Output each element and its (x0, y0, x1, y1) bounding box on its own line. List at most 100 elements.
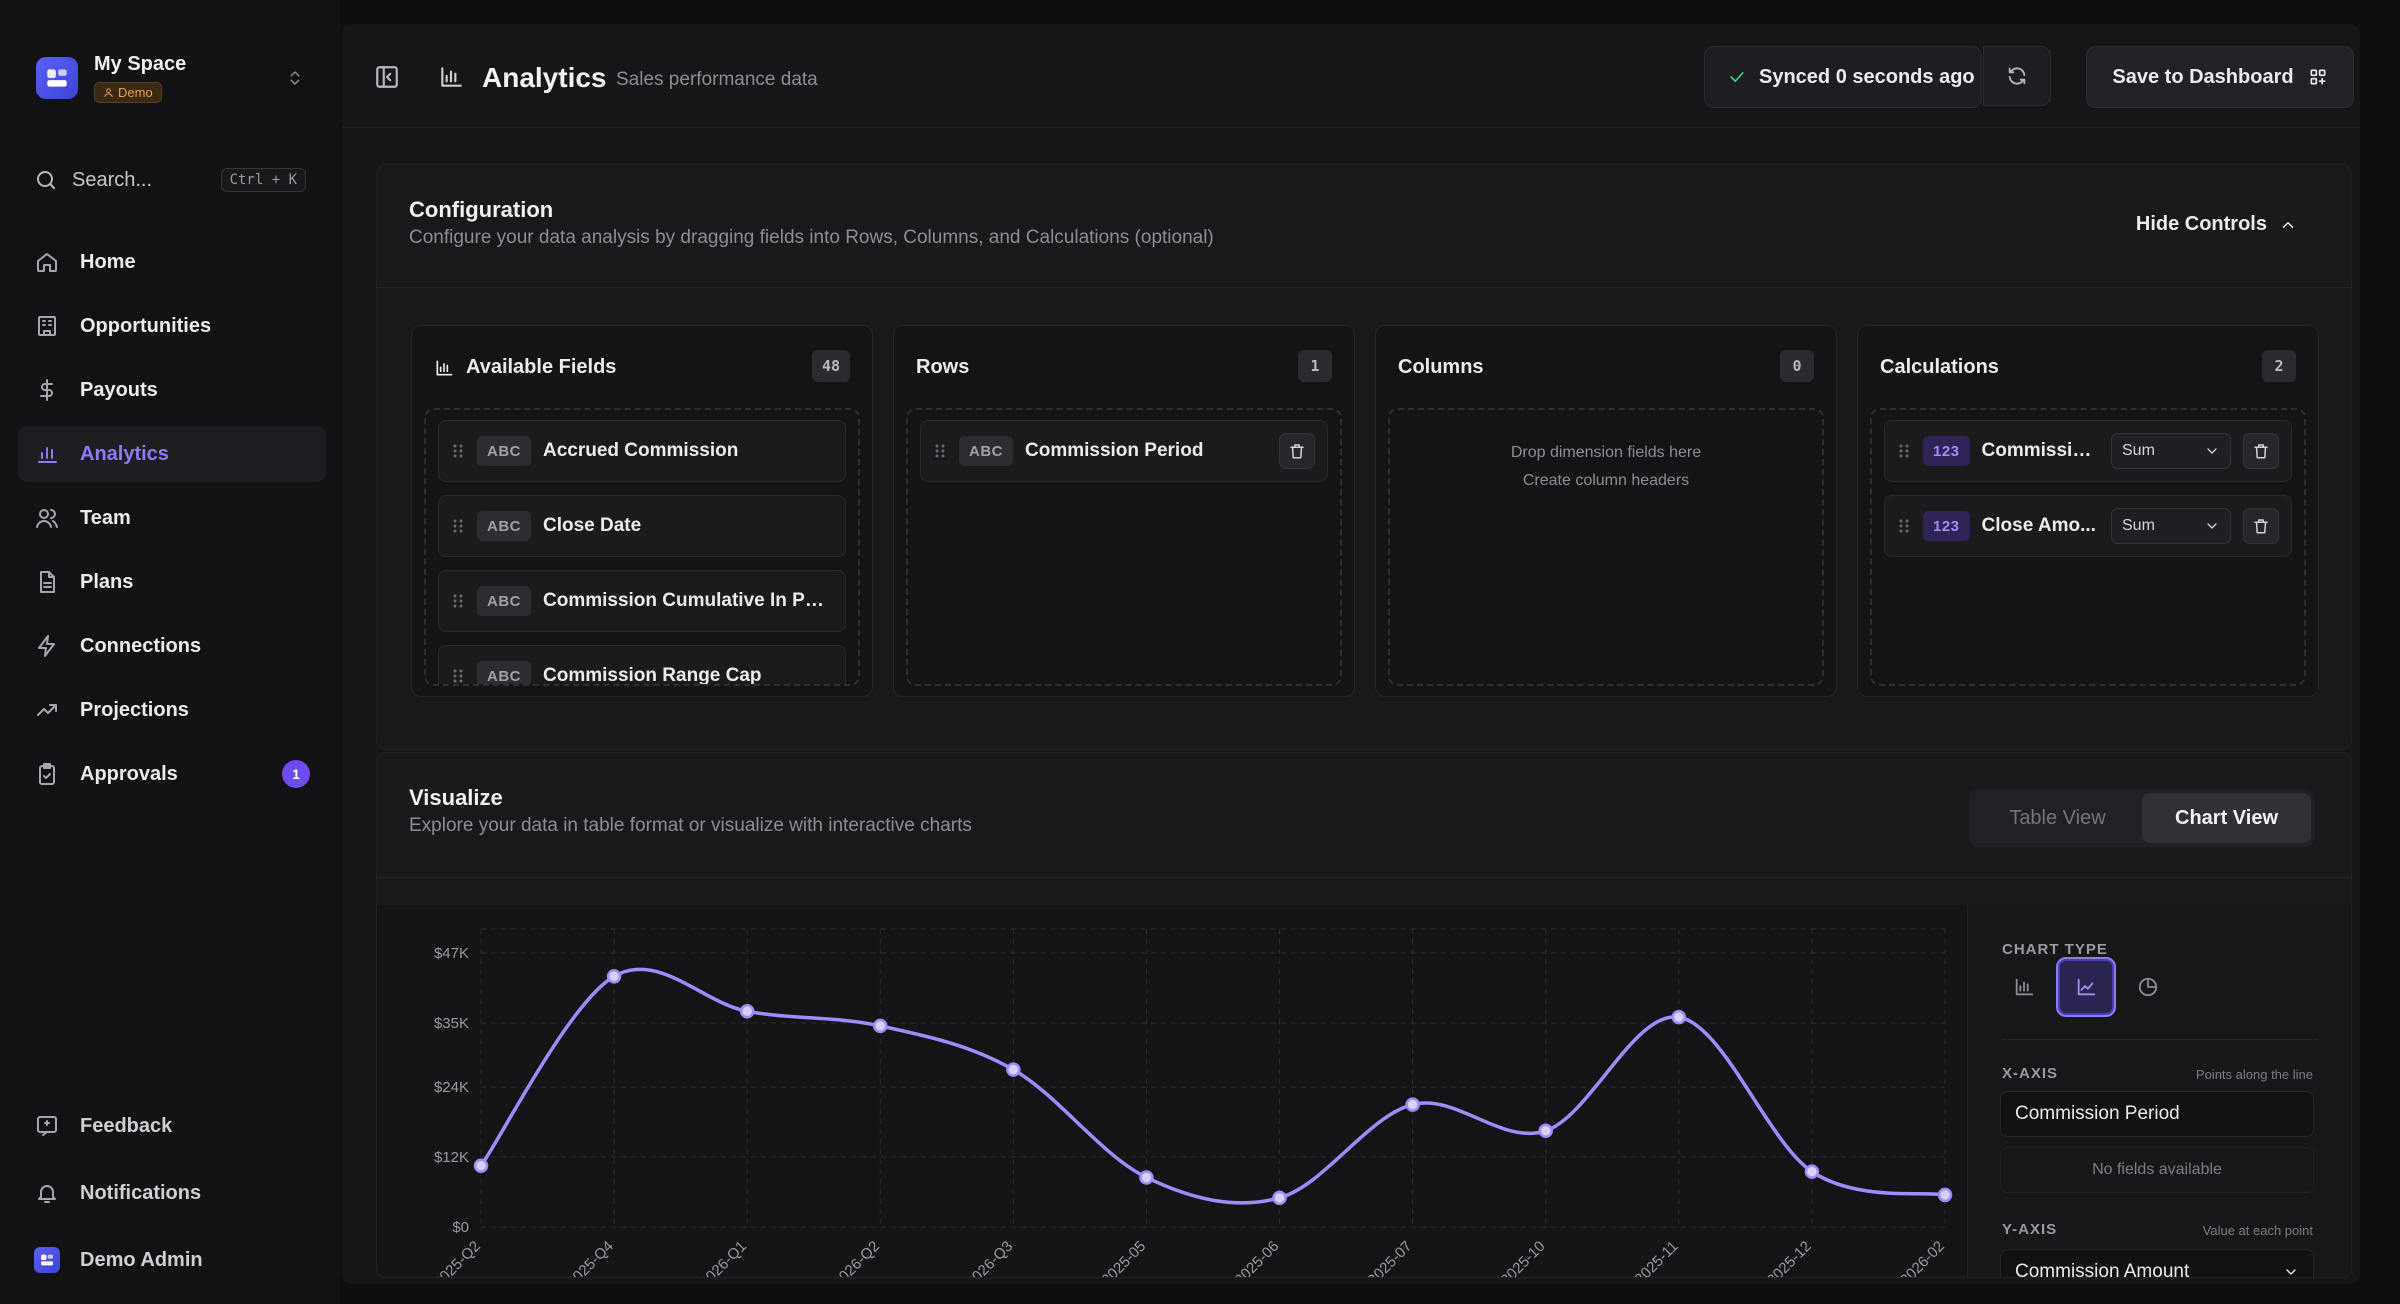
sidebar-item-projections[interactable]: Projections (18, 682, 326, 738)
chevron-down-icon (2207, 448, 2217, 454)
search-icon (34, 168, 58, 192)
feedback-icon (34, 1113, 60, 1139)
pie-chart-type-button[interactable] (2118, 957, 2178, 1017)
x-axis-hint: Points along the line (2195, 1067, 2313, 1082)
workspace-switcher[interactable]: My Space Demo (20, 38, 320, 118)
drag-handle-icon[interactable] (451, 668, 465, 684)
sidebar-item-notifications[interactable]: Notifications (18, 1165, 326, 1221)
search-button[interactable]: Search... Ctrl + K (20, 158, 320, 202)
search-label: Search... (72, 168, 153, 191)
remove-field-button[interactable] (1279, 433, 1315, 469)
x-tick-label: 2025-07 (1365, 1238, 1416, 1278)
configuration-subtitle: Configure your data analysis by dragging… (409, 227, 1214, 248)
chevron-up-icon (2282, 221, 2294, 228)
drag-handle-icon[interactable] (451, 443, 465, 459)
sidebar-item-feedback[interactable]: Feedback (18, 1098, 326, 1154)
columns-hint-secondary: Create column headers (1522, 472, 1690, 489)
y-tick-label: $47K (434, 945, 469, 962)
bar-chart-type-button[interactable] (1994, 957, 2054, 1017)
sidebar-item-team[interactable]: Team (18, 490, 326, 546)
sidebar-item-payouts[interactable]: Payouts (18, 362, 326, 418)
line-chart-icon (2077, 978, 2096, 996)
remove-field-button[interactable] (2243, 508, 2279, 544)
x-tick-label: 2026-Q1 (697, 1238, 750, 1278)
field-type-tag: 123 (1923, 436, 1970, 466)
data-point (1538, 1123, 1553, 1139)
analytics-icon (438, 64, 464, 90)
chart-view-button[interactable]: Chart View (2142, 793, 2311, 843)
configuration-title: Configuration (409, 197, 554, 222)
chart-settings: CHART TYPE X-AXIS Points along the line … (1967, 905, 2351, 1277)
drag-handle-icon[interactable] (451, 518, 465, 534)
data-point (606, 969, 622, 984)
calculation-field-item[interactable]: 123 Close Amo... Sum (1884, 495, 2292, 557)
document-icon (34, 569, 60, 595)
aggregation-select[interactable]: Sum (2111, 508, 2231, 544)
sidebar-item-label: Analytics (80, 442, 169, 465)
drag-handle-icon[interactable] (1897, 518, 1911, 534)
sidebar-item-home[interactable]: Home (18, 234, 326, 290)
drag-handle-icon[interactable] (933, 443, 947, 459)
trash-icon (1290, 444, 1304, 459)
line-chart-type-button[interactable] (2056, 957, 2116, 1017)
refresh-icon (2008, 67, 2026, 85)
calculations-panel: Calculations 2 123 Commissio... Sum (1857, 325, 2319, 697)
user-avatar-icon (34, 1247, 60, 1273)
refresh-button[interactable] (1983, 46, 2051, 106)
sidebar-item-label: Home (80, 250, 136, 273)
columns-count: 0 (1780, 350, 1814, 382)
sidebar-item-user[interactable]: Demo Admin (18, 1232, 326, 1288)
sidebar-item-approvals[interactable]: Approvals 1 (18, 746, 326, 802)
visualize-title: Visualize (409, 785, 503, 810)
user-name: Demo Admin (80, 1248, 203, 1271)
available-fields-count: 48 (811, 350, 850, 382)
available-fields-title: Available Fields (466, 356, 617, 378)
field-label: Accrued Commission (543, 440, 739, 461)
trending-up-icon (34, 697, 60, 723)
save-to-dashboard-button[interactable]: Save to Dashboard (2086, 46, 2354, 108)
sidebar-item-connections[interactable]: Connections (18, 618, 326, 674)
field-item[interactable]: ABC Close Date (438, 495, 846, 557)
x-tick-label: 2025-12 (1764, 1238, 1815, 1278)
y-axis-select[interactable]: Commission Amount (2000, 1249, 2314, 1277)
main-panel: Analytics Sales performance data Synced … (342, 24, 2360, 1284)
x-tick-label: 2025-06 (1231, 1238, 1282, 1278)
y-tick-label: $35K (434, 1015, 469, 1032)
chevron-down-icon (2286, 1269, 2296, 1275)
field-type-tag: ABC (959, 436, 1013, 466)
aggregation-value: Sum (2122, 442, 2155, 459)
field-item[interactable]: ABC Commission Range Cap (438, 645, 846, 684)
x-axis-field[interactable]: Commission Period (2000, 1091, 2314, 1137)
sidebar-item-plans[interactable]: Plans (18, 554, 326, 610)
drag-handle-icon[interactable] (1897, 443, 1911, 459)
sidebar-footer: Feedback Notifications Demo Admin (18, 1098, 326, 1299)
columns-drop-zone[interactable]: Drop dimension fields here Create column… (1388, 408, 1824, 686)
sidebar-toggle-icon[interactable] (374, 64, 400, 90)
field-item[interactable]: ABC Commission Cumulative In Peri... (438, 570, 846, 632)
y-tick-label: $24K (434, 1079, 469, 1096)
visualize-subtitle: Explore your data in table format or vis… (409, 815, 972, 836)
chevron-down-icon (2207, 523, 2217, 529)
rows-drop-zone[interactable]: ABC Commission Period (906, 408, 1342, 686)
x-tick-label: 2025-11 (1631, 1238, 1681, 1278)
remove-field-button[interactable] (2243, 433, 2279, 469)
sidebar-item-analytics[interactable]: Analytics (18, 426, 326, 482)
field-item[interactable]: ABC Accrued Commission (438, 420, 846, 482)
table-view-button[interactable]: Table View (2009, 806, 2106, 829)
sidebar-item-opportunities[interactable]: Opportunities (18, 298, 326, 354)
data-point (1804, 1164, 1820, 1179)
data-point (739, 1004, 755, 1019)
sidebar-item-label: Team (80, 506, 131, 529)
aggregation-select[interactable]: Sum (2111, 433, 2231, 469)
demo-badge-label: Demo (118, 85, 153, 100)
data-point (1272, 1190, 1287, 1206)
hide-controls-button[interactable]: Hide Controls (2136, 213, 2297, 236)
drag-handle-icon[interactable] (451, 593, 465, 609)
calculation-field-item[interactable]: 123 Commissio... Sum (1884, 420, 2292, 482)
calculations-drop-zone[interactable]: 123 Commissio... Sum 123 Close Amo... (1870, 408, 2306, 686)
x-tick-label: 2025-05 (1098, 1238, 1149, 1278)
page-subtitle: Sales performance data (616, 69, 818, 90)
x-tick-label: 2026-02 (1897, 1238, 1948, 1278)
row-field-item[interactable]: ABC Commission Period (920, 420, 1328, 482)
data-point (1405, 1097, 1420, 1112)
